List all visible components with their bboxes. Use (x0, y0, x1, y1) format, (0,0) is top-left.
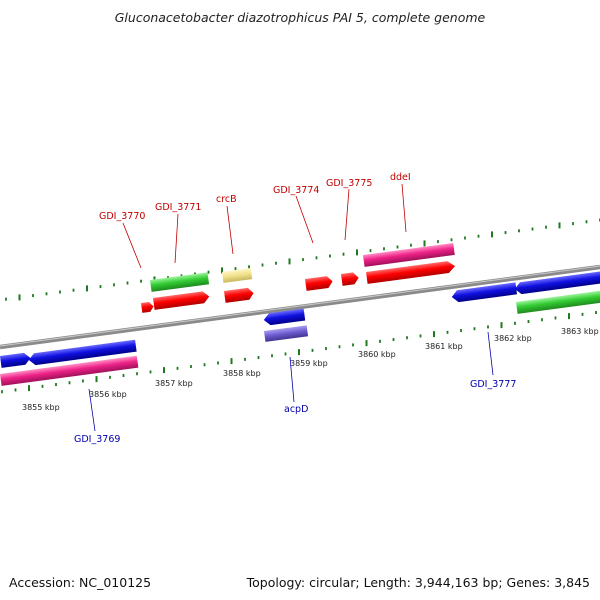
cds-green-right[interactable] (516, 290, 600, 314)
gene-label-gdi-3775[interactable]: GDI_3775 (326, 178, 372, 189)
reverse-gene-labels: GDI_3769 acpD GDI_3777 (74, 379, 516, 445)
label-leaders (88, 183, 494, 432)
reverse-features (0, 271, 600, 386)
accession-text: Accession: NC_010125 (9, 575, 152, 590)
coord-label: 3857 kbp (155, 379, 193, 388)
cds-crcb-pseudo[interactable] (222, 268, 253, 283)
coord-label: 3861 kbp (425, 342, 463, 351)
forward-features (141, 242, 600, 314)
gene-label-gdi-3777[interactable]: GDI_3777 (470, 379, 516, 390)
cds-ddei[interactable] (366, 260, 456, 284)
cds-acpd-purple[interactable] (264, 325, 309, 342)
coord-label: 3863 kbp (561, 327, 599, 336)
cds-gdi-3777[interactable] (451, 282, 518, 303)
cds-gdi-3775[interactable] (341, 272, 359, 286)
cds-small-red[interactable] (141, 301, 154, 313)
gene-label-gdi-3769[interactable]: GDI_3769 (74, 434, 120, 445)
coord-label: 3860 kbp (358, 350, 396, 359)
forward-gene-labels: GDI_3770 GDI_3771 crcB GDI_3774 GDI_3775… (99, 172, 411, 222)
cds-crcb[interactable] (224, 287, 254, 303)
cds-gdi-3770[interactable] (150, 272, 210, 292)
coord-label: 3856 kbp (89, 390, 127, 399)
gene-label-ddei[interactable]: ddeI (390, 172, 411, 183)
genome-summary-text: Topology: circular; Length: 3,944,163 bp… (246, 575, 590, 590)
cds-blue-right[interactable] (514, 271, 600, 295)
coord-label: 3862 kbp (494, 334, 532, 343)
cds-acpd[interactable] (263, 308, 306, 326)
gene-label-gdi-3774[interactable]: GDI_3774 (273, 185, 319, 196)
cds-blue-left-edge[interactable] (0, 352, 31, 368)
gene-label-acpd[interactable]: acpD (284, 404, 308, 415)
cds-gdi-3771[interactable] (153, 291, 210, 310)
genome-backbone (0, 264, 600, 350)
coordinate-labels: 3855 kbp 3856 kbp 3857 kbp 3858 kbp 3859… (22, 327, 599, 412)
coord-label: 3855 kbp (22, 403, 60, 412)
coord-label: 3859 kbp (290, 359, 328, 368)
gene-label-crcb[interactable]: crcB (216, 194, 237, 205)
cds-ddei-pink[interactable] (363, 242, 455, 267)
gene-label-gdi-3771[interactable]: GDI_3771 (155, 202, 201, 213)
cds-gdi-3774[interactable] (305, 275, 333, 291)
cds-gdi-3769[interactable] (28, 339, 137, 366)
tick-marks (1, 218, 600, 394)
gene-label-gdi-3770[interactable]: GDI_3770 (99, 211, 145, 222)
cds-pink-left[interactable] (0, 355, 139, 386)
genome-title: Gluconacetobacter diazotrophicus PAI 5, … (114, 10, 486, 25)
coord-label: 3858 kbp (223, 369, 261, 378)
